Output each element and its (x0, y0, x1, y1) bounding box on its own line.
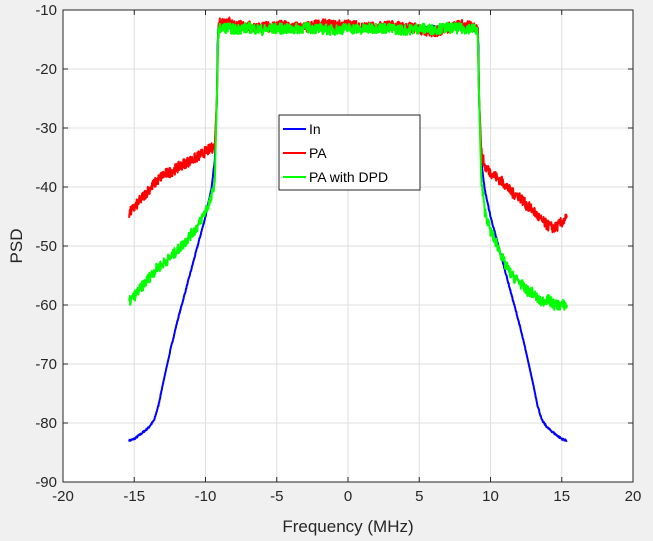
legend-label: PA with DPD (309, 169, 388, 185)
x-tick-label: 15 (553, 488, 570, 505)
y-tick-label: -50 (35, 238, 57, 255)
x-tick-label: -10 (195, 488, 217, 505)
x-tick-label: -5 (270, 488, 283, 505)
legend-label: PA (309, 145, 327, 161)
x-tick-label: 0 (344, 488, 352, 505)
y-tick-label: -20 (35, 61, 57, 78)
x-axis-label: Frequency (MHz) (282, 517, 413, 536)
series-line-pa-with-dpd (128, 21, 568, 311)
y-tick-label: -30 (35, 120, 57, 137)
legend: In PA PA with DPD (278, 114, 421, 191)
y-tick-label: -60 (35, 297, 57, 314)
y-tick-label: -10 (35, 2, 57, 19)
x-tick-label: -20 (52, 488, 74, 505)
y-tick-label: -90 (35, 474, 57, 491)
y-tick-label: -70 (35, 356, 57, 373)
series-layer (128, 16, 568, 443)
y-axis-label: PSD (7, 229, 26, 264)
x-tick-label: 10 (482, 488, 499, 505)
x-tick-label: 5 (415, 488, 423, 505)
y-tick-label: -40 (35, 179, 57, 196)
ticks: -20 -15 -10 -5 0 5 10 15 20-90-80-70-60-50-40-30… (35, 2, 641, 505)
y-tick-label: -80 (35, 415, 57, 432)
x-tick-label: -15 (123, 488, 145, 505)
legend-label: In (309, 121, 321, 137)
x-tick-label: 20 (625, 488, 642, 505)
